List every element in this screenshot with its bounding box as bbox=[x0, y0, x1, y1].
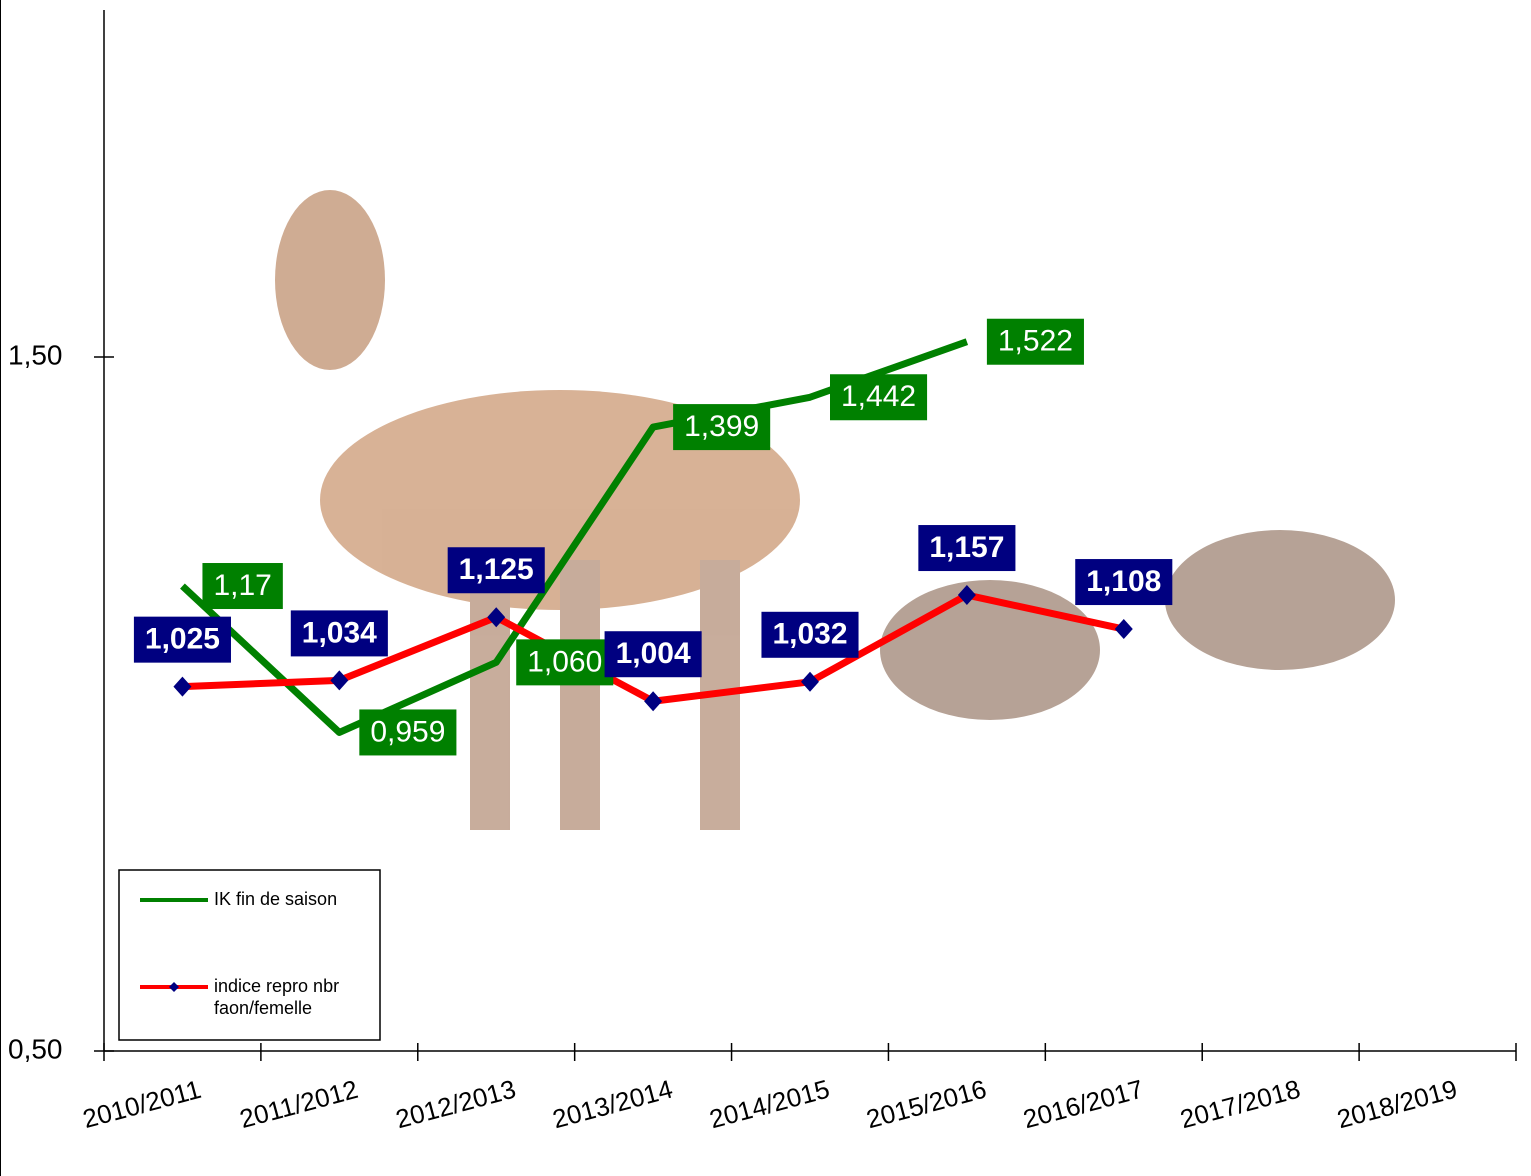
x-tick-label: 2010/2011 bbox=[80, 1074, 205, 1134]
value-label-text: 1,17 bbox=[213, 569, 271, 602]
value-label: 1,004 bbox=[605, 631, 702, 677]
y-tick-label: 0,50 bbox=[8, 1033, 63, 1064]
x-tick-label: 2012/2013 bbox=[392, 1074, 518, 1135]
x-tick-label: 2011/2012 bbox=[236, 1074, 361, 1134]
value-label-text: 1,399 bbox=[684, 410, 759, 443]
value-label-text: 1,060 bbox=[527, 645, 602, 678]
x-tick-label: 2013/2014 bbox=[549, 1074, 675, 1135]
y-tick-label: 1,50 bbox=[8, 339, 63, 370]
x-tick-label: 2014/2015 bbox=[706, 1074, 832, 1135]
value-label: 1,034 bbox=[291, 610, 388, 656]
marker bbox=[173, 677, 191, 697]
value-label: 1,399 bbox=[673, 404, 770, 450]
value-label: 1,032 bbox=[761, 612, 858, 658]
marker bbox=[1115, 619, 1133, 639]
value-label: 1,522 bbox=[987, 319, 1084, 365]
value-label: 1,17 bbox=[202, 563, 282, 609]
value-label: 1,157 bbox=[918, 525, 1015, 571]
value-label: 0,959 bbox=[359, 709, 456, 755]
value-label-text: 1,004 bbox=[616, 637, 691, 670]
x-tick-label: 2018/2019 bbox=[1334, 1074, 1460, 1135]
marker bbox=[330, 670, 348, 690]
page: {"chart_data": {"type": "line", "categor… bbox=[0, 0, 1531, 1176]
value-label-text: 1,442 bbox=[841, 380, 916, 413]
value-label-text: 1,025 bbox=[145, 623, 220, 656]
value-label-text: 1,125 bbox=[459, 553, 534, 586]
value-label: 1,108 bbox=[1075, 559, 1172, 605]
x-tick-label: 2016/2017 bbox=[1020, 1074, 1146, 1135]
value-label-text: 1,108 bbox=[1086, 565, 1161, 598]
value-label-text: 1,522 bbox=[998, 325, 1073, 358]
value-label: 1,025 bbox=[134, 617, 231, 663]
value-label: 1,060 bbox=[516, 639, 613, 685]
legend-label: IK fin de saison bbox=[214, 889, 337, 909]
value-label-text: 1,157 bbox=[929, 531, 1004, 564]
value-label-text: 0,959 bbox=[370, 715, 445, 748]
chart: 0,50 1,50 2010/2011 2011/2012 2012/2013 2013/… bbox=[0, 0, 1531, 1176]
value-label: 1,442 bbox=[830, 374, 927, 420]
x-tick-label: 2015/2016 bbox=[863, 1074, 989, 1135]
value-label: 1,125 bbox=[448, 547, 545, 593]
x-tick-label: 2017/2018 bbox=[1177, 1074, 1303, 1135]
value-label-text: 1,032 bbox=[772, 618, 847, 651]
value-label-text: 1,034 bbox=[302, 616, 377, 649]
